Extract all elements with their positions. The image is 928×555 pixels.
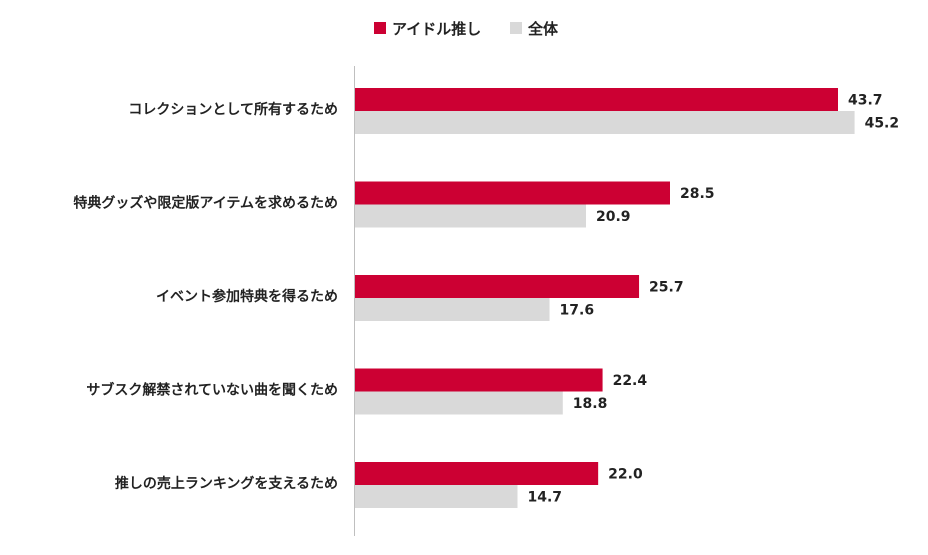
category-label: イベント参加特典を得るため <box>156 288 338 305</box>
category-label: コレクションとして所有するため <box>128 101 338 118</box>
value-label-overall: 14.7 <box>527 490 562 506</box>
bar-overall <box>355 204 586 228</box>
value-labels: 43.7 45.2 28.5 20.9 25.7 17.6 22.4 18.8 22.0 14.7 <box>527 93 899 506</box>
category-labels: コレクションとして所有するため特典グッズや限定版アイテムを求めるためイベント参加… <box>73 101 338 492</box>
value-label-overall: 45.2 <box>865 116 900 132</box>
category-label: 推しの売上ランキングを支えるため <box>115 475 338 492</box>
category-label: サブスク解禁されていない曲を聞くため <box>86 382 338 399</box>
bar-overall <box>355 391 563 415</box>
bar-overall <box>355 111 855 134</box>
legend: アイドル推し 全体 <box>374 20 559 38</box>
value-label-idol: 28.5 <box>680 186 715 202</box>
bar-idol <box>355 368 603 392</box>
value-label-idol: 22.4 <box>613 373 648 389</box>
bar-idol <box>355 275 640 298</box>
category-label: 特典グッズや限定版アイテムを求めるため <box>73 195 338 212</box>
value-label-idol: 43.7 <box>848 93 883 109</box>
legend-swatch-1 <box>374 22 386 34</box>
value-label-idol: 22.0 <box>608 467 643 483</box>
bar-idol <box>355 88 838 111</box>
bar-overall <box>355 298 550 321</box>
bar-overall <box>355 485 518 508</box>
value-label-overall: 18.8 <box>573 396 608 412</box>
bar-idol <box>355 462 599 485</box>
legend-label-2: 全体 <box>527 20 559 38</box>
bar-idol <box>355 181 670 205</box>
bars <box>355 88 855 508</box>
value-label-idol: 25.7 <box>649 280 684 296</box>
value-label-overall: 20.9 <box>596 209 631 225</box>
legend-label-1: アイドル推し <box>392 20 481 38</box>
legend-swatch-2 <box>510 22 522 34</box>
value-label-overall: 17.6 <box>560 303 595 319</box>
